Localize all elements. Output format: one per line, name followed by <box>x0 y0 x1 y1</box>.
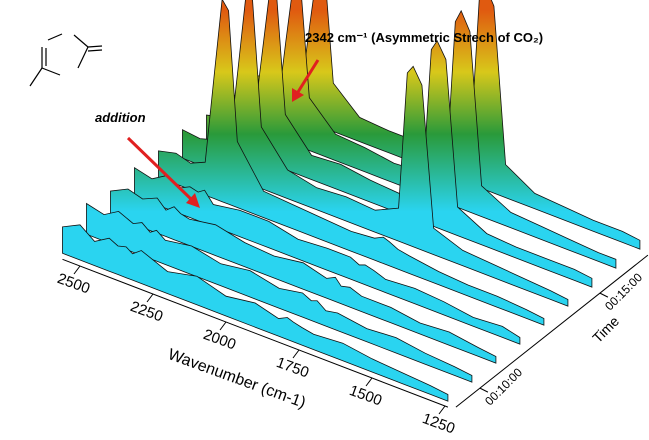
annotation: addition <box>95 110 146 125</box>
annotation: 2342 cm⁻¹ (Asymmetric Strech of CO₂) <box>305 30 543 45</box>
t-tick-label: 00:15:00 <box>602 270 645 313</box>
spectrum <box>86 202 473 383</box>
x-tick <box>73 265 81 275</box>
x-tick <box>146 293 154 303</box>
t-axis <box>455 254 649 408</box>
x-axis <box>62 258 449 408</box>
t-axis-label: Time <box>589 313 622 346</box>
molecule <box>29 33 103 87</box>
t-tick <box>599 292 609 298</box>
x-tick-label: 2000 <box>201 326 238 353</box>
x-tick-label: 2250 <box>128 298 165 325</box>
x-tick <box>365 377 373 387</box>
spectrum <box>62 224 449 402</box>
x-tick <box>292 349 300 359</box>
x-tick-label: 1750 <box>274 354 311 381</box>
t-tick-label: 00:10:00 <box>482 365 525 408</box>
x-tick-label: 1500 <box>347 382 384 409</box>
arrow <box>126 59 320 208</box>
spectrum <box>110 188 497 364</box>
x-tick-label: 1250 <box>420 410 457 437</box>
surface <box>62 0 641 402</box>
t-tick <box>479 387 489 393</box>
x-tick <box>219 321 227 331</box>
spectrum <box>158 0 545 326</box>
x-tick <box>438 405 446 415</box>
x-tick-label: 2500 <box>55 270 92 297</box>
